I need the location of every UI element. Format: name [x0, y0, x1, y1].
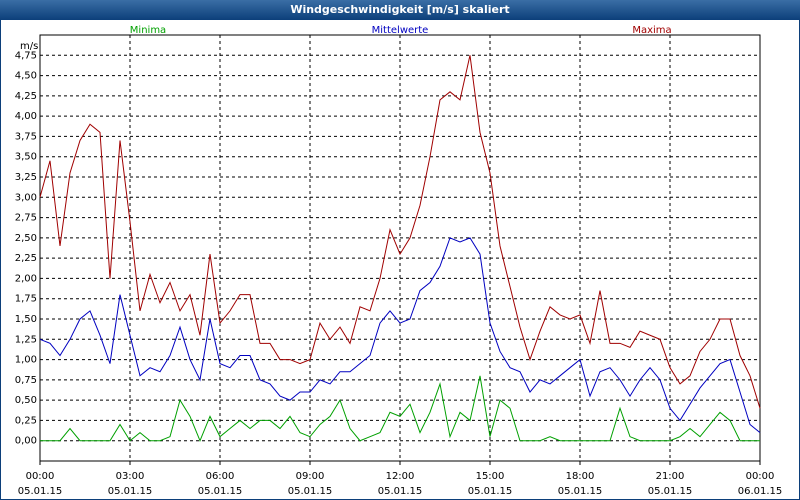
x-tick-date: 05.01.15: [18, 486, 63, 497]
legend-entry: Minima: [130, 25, 166, 36]
y-unit: m/s: [20, 41, 38, 52]
y-tick-label: 3,50: [15, 152, 37, 163]
x-tick-date: 05.01.15: [648, 486, 693, 497]
x-tick-label: 12:00: [386, 471, 415, 482]
y-tick-label: 2,50: [15, 233, 37, 244]
x-tick-date: 06.01.15: [738, 486, 783, 497]
x-tick-date: 05.01.15: [378, 486, 423, 497]
series-line: [39, 237, 761, 433]
chart-title: Windgeschwindigkeit [m/s] skaliert: [290, 3, 509, 16]
y-tick-label: 3,75: [15, 131, 37, 142]
y-tick-label: 1,75: [15, 294, 37, 305]
y-tick-label: 4,00: [15, 111, 37, 122]
y-tick-label: 3,00: [15, 192, 37, 203]
series-line: [39, 55, 761, 409]
x-tick-date: 05.01.15: [198, 486, 243, 497]
y-tick-label: 2,25: [15, 253, 37, 264]
y-tick-label: 3,25: [15, 172, 37, 183]
x-tick-label: 00:00: [26, 471, 55, 482]
x-tick-label: 09:00: [296, 471, 325, 482]
y-tick-label: 4,75: [15, 50, 37, 61]
y-tick-label: 4,25: [15, 91, 37, 102]
y-tick-label: 2,75: [15, 213, 37, 224]
y-tick-label: 0,25: [15, 415, 37, 426]
x-tick-label: 21:00: [656, 471, 685, 482]
y-tick-label: 1,50: [15, 314, 37, 325]
x-tick-date: 05.01.15: [108, 486, 153, 497]
x-tick-label: 03:00: [116, 471, 145, 482]
y-tick-label: 0,75: [15, 375, 37, 386]
legend-entry: Mittelwerte: [372, 25, 429, 36]
x-tick-date: 05.01.15: [468, 486, 513, 497]
x-tick-label: 06:00: [206, 471, 235, 482]
title-bar: [0, 0, 800, 20]
y-tick-label: 0,50: [15, 395, 37, 406]
series-line: [40, 375, 760, 443]
x-tick-date: 05.01.15: [558, 486, 603, 497]
y-tick-label: 1,25: [15, 334, 37, 345]
legend-entry: Maxima: [632, 25, 671, 36]
y-tick-label: 4,50: [15, 71, 37, 82]
x-tick-label: 15:00: [476, 471, 505, 482]
y-tick-label: 2,00: [15, 273, 37, 284]
x-tick-label: 18:00: [566, 471, 595, 482]
y-tick-label: 1,00: [15, 355, 37, 366]
y-tick-label: 0,00: [15, 436, 37, 447]
x-tick-date: 05.01.15: [288, 486, 333, 497]
x-tick-label: 00:00: [746, 471, 775, 482]
